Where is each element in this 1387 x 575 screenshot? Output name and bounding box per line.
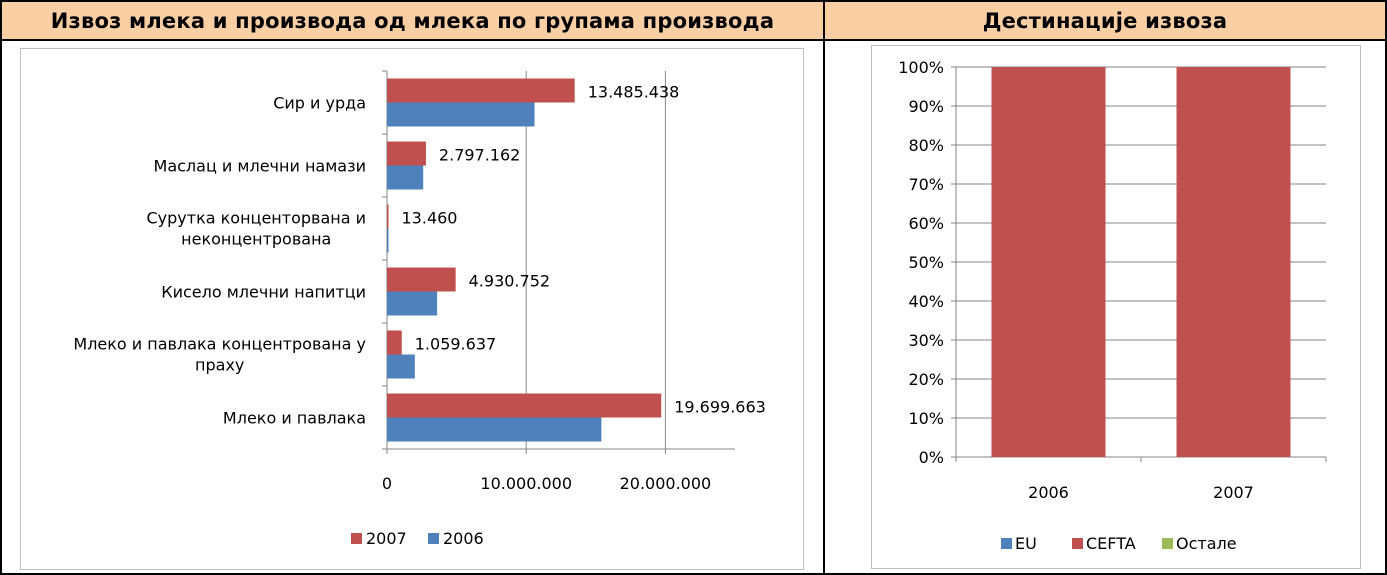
category-label: Кисело млечни напитци <box>161 283 366 302</box>
y-tick-label: 80% <box>908 136 944 155</box>
left-panel: Извоз млека и производа од млека по груп… <box>0 0 825 575</box>
bar-2006 <box>387 228 389 253</box>
data-label-2007: 19.699.663 <box>674 398 766 417</box>
bar-cefta <box>991 67 1106 457</box>
category-label-line2: праху <box>195 356 244 375</box>
y-tick-label: 50% <box>908 253 944 272</box>
bar-cefta <box>1176 67 1291 457</box>
bar-2007 <box>387 141 426 166</box>
category-label: Сир и урда <box>273 94 366 113</box>
right-panel-title: Дестинације извоза <box>825 2 1385 41</box>
right-panel: Дестинације извоза 0% 10% 20% 30% 40% 50% 60% 7… <box>823 0 1387 575</box>
x-tick-label: 2007 <box>1213 483 1254 502</box>
legend-swatch-cefta <box>1072 538 1083 549</box>
y-tick-label: 0% <box>919 448 944 467</box>
legend-swatch-2007 <box>351 533 362 544</box>
data-label-2007: 1.059.637 <box>415 335 496 354</box>
bar-2006 <box>387 417 602 442</box>
bar-2007 <box>387 78 575 103</box>
x-tick-label: 20.000.000 <box>620 474 712 493</box>
bar-2007 <box>387 393 662 418</box>
bar-2007 <box>387 204 389 229</box>
legend-label-2007: 2007 <box>366 529 407 548</box>
legend-label-2006: 2006 <box>443 529 484 548</box>
stacked-chart-destinations: 0% 10% 20% 30% 40% 50% 60% 70% 80% 90% 100% 2006 200… <box>871 45 1361 569</box>
y-tick-label: 90% <box>908 97 944 116</box>
legend-swatch-2006 <box>428 533 439 544</box>
data-label-2007: 13.460 <box>402 209 458 228</box>
legend-label: Остале <box>1176 534 1237 553</box>
bar-2006 <box>387 102 535 127</box>
data-label-2007: 4.930.752 <box>469 272 550 291</box>
y-tick-label: 60% <box>908 214 944 233</box>
y-tick-label: 10% <box>908 409 944 428</box>
legend-label: CEFTA <box>1086 534 1136 553</box>
y-tick-label: 100% <box>898 58 944 77</box>
y-tick-label: 30% <box>908 331 944 350</box>
category-label: Маслац и млечни намази <box>154 157 366 176</box>
bar-2007 <box>387 267 456 292</box>
legend-swatch-ostale <box>1162 538 1173 549</box>
y-tick-label: 70% <box>908 175 944 194</box>
y-tick-label: 40% <box>908 292 944 311</box>
bar-chart-products-svg: 0 10.000.000 20.000.000 Сир и урда 13.485.43… <box>73 70 766 548</box>
bar-chart-products: 0 10.000.000 20.000.000 Сир и урда 13.485.43… <box>20 48 804 570</box>
stacked-chart-destinations-svg: 0% 10% 20% 30% 40% 50% 60% 70% 80% 90% 100% 2006 200… <box>898 58 1327 553</box>
left-panel-title: Извоз млека и производа од млека по груп… <box>2 2 823 41</box>
x-tick-label: 0 <box>382 474 392 493</box>
y-tick-label: 20% <box>908 370 944 389</box>
data-label-2007: 13.485.438 <box>588 83 680 102</box>
x-tick-label: 10.000.000 <box>480 474 572 493</box>
x-tick-label: 2006 <box>1028 483 1069 502</box>
bar-2007 <box>387 330 402 355</box>
category-label: Сурутка концентoрвана и <box>147 209 367 228</box>
legend-swatch-eu <box>1001 538 1012 549</box>
legend-label: EU <box>1015 534 1037 553</box>
bar-2006 <box>387 354 415 379</box>
bar-2006 <box>387 291 438 316</box>
category-label-line2: неконцентрована <box>181 230 331 249</box>
category-label: Млеко и павлака концентрована у <box>73 335 366 354</box>
bar-2006 <box>387 165 424 190</box>
data-label-2007: 2.797.162 <box>439 146 520 165</box>
category-label: Млеко и павлака <box>223 409 366 428</box>
